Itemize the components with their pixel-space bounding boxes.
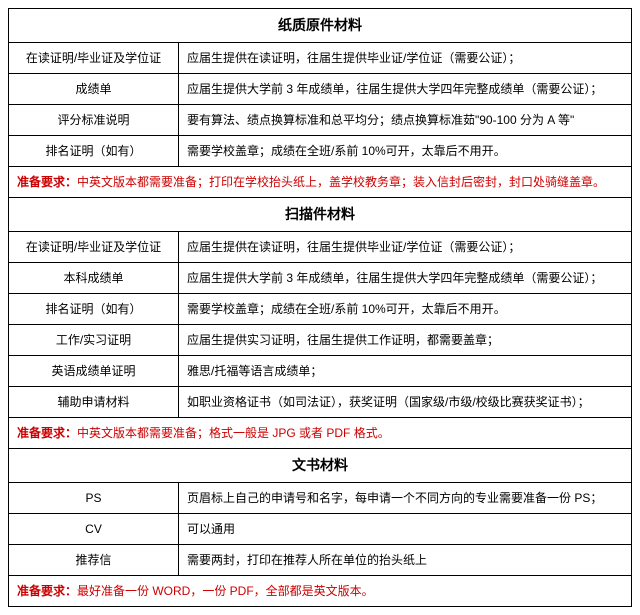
requirement-text: 中英文版本都需要准备；格式一般是 JPG 或者 PDF 格式。 xyxy=(77,426,390,440)
row-label: PS xyxy=(9,483,179,514)
requirement-row: 准备要求：最好准备一份 WORD，一份 PDF，全部都是英文版本。 xyxy=(9,576,632,607)
requirement-row: 准备要求：中英文版本都需要准备；打印在学校抬头纸上，盖学校教务章；装入信封后密封… xyxy=(9,167,632,198)
table-row: CV可以通用 xyxy=(9,514,632,545)
row-description: 应届生提供大学前 3 年成绩单，往届生提供大学四年完整成绩单（需要公证）； xyxy=(179,74,632,105)
row-label: 评分标准说明 xyxy=(9,105,179,136)
table-row: 在读证明/毕业证及学位证应届生提供在读证明，往届生提供毕业证/学位证（需要公证）… xyxy=(9,43,632,74)
section-header: 纸质原件材料 xyxy=(9,9,632,43)
materials-table: 纸质原件材料在读证明/毕业证及学位证应届生提供在读证明，往届生提供毕业证/学位证… xyxy=(8,8,632,607)
row-description: 可以通用 xyxy=(179,514,632,545)
row-description: 应届生提供在读证明，往届生提供毕业证/学位证（需要公证）； xyxy=(179,232,632,263)
table-row: 排名证明（如有）需要学校盖章；成绩在全班/系前 10%可开，太靠后不用开。 xyxy=(9,136,632,167)
requirement-label: 准备要求： xyxy=(17,584,77,598)
row-description: 雅思/托福等语言成绩单； xyxy=(179,356,632,387)
row-description: 需要学校盖章；成绩在全班/系前 10%可开，太靠后不用开。 xyxy=(179,136,632,167)
row-description: 要有算法、绩点换算标准和总平均分；绩点换算标准茹"90-100 分为 A 等" xyxy=(179,105,632,136)
requirement-label: 准备要求： xyxy=(17,426,77,440)
table-row: 本科成绩单应届生提供大学前 3 年成绩单，往届生提供大学四年完整成绩单（需要公证… xyxy=(9,263,632,294)
table-row: 工作/实习证明应届生提供实习证明，往届生提供工作证明，都需要盖章； xyxy=(9,325,632,356)
row-description: 需要学校盖章；成绩在全班/系前 10%可开，太靠后不用开。 xyxy=(179,294,632,325)
row-description: 如职业资格证书（如司法证），获奖证明（国家级/市级/校级比赛获奖证书）； xyxy=(179,387,632,418)
table-row: 排名证明（如有）需要学校盖章；成绩在全班/系前 10%可开，太靠后不用开。 xyxy=(9,294,632,325)
table-row: 评分标准说明要有算法、绩点换算标准和总平均分；绩点换算标准茹"90-100 分为… xyxy=(9,105,632,136)
section-header: 文书材料 xyxy=(9,449,632,483)
requirement-text: 中英文版本都需要准备；打印在学校抬头纸上，盖学校教务章；装入信封后密封，封口处骑… xyxy=(77,175,605,189)
table-row: 推荐信需要两封，打印在推荐人所在单位的抬头纸上 xyxy=(9,545,632,576)
requirement-row: 准备要求：中英文版本都需要准备；格式一般是 JPG 或者 PDF 格式。 xyxy=(9,418,632,449)
row-label: 在读证明/毕业证及学位证 xyxy=(9,232,179,263)
row-label: 在读证明/毕业证及学位证 xyxy=(9,43,179,74)
table-row: 成绩单应届生提供大学前 3 年成绩单，往届生提供大学四年完整成绩单（需要公证）； xyxy=(9,74,632,105)
row-label: 推荐信 xyxy=(9,545,179,576)
row-description: 应届生提供在读证明，往届生提供毕业证/学位证（需要公证）； xyxy=(179,43,632,74)
row-label: 辅助申请材料 xyxy=(9,387,179,418)
row-label: CV xyxy=(9,514,179,545)
table-row: 在读证明/毕业证及学位证应届生提供在读证明，往届生提供毕业证/学位证（需要公证）… xyxy=(9,232,632,263)
row-label: 本科成绩单 xyxy=(9,263,179,294)
table-row: 英语成绩单证明雅思/托福等语言成绩单； xyxy=(9,356,632,387)
row-description: 应届生提供大学前 3 年成绩单，往届生提供大学四年完整成绩单（需要公证）； xyxy=(179,263,632,294)
row-label: 英语成绩单证明 xyxy=(9,356,179,387)
row-description: 应届生提供实习证明，往届生提供工作证明，都需要盖章； xyxy=(179,325,632,356)
requirement-label: 准备要求： xyxy=(17,175,77,189)
row-label: 成绩单 xyxy=(9,74,179,105)
row-label: 排名证明（如有） xyxy=(9,294,179,325)
row-description: 页眉标上自己的申请号和名字，每申请一个不同方向的专业需要准备一份 PS； xyxy=(179,483,632,514)
table-row: PS页眉标上自己的申请号和名字，每申请一个不同方向的专业需要准备一份 PS； xyxy=(9,483,632,514)
row-label: 排名证明（如有） xyxy=(9,136,179,167)
row-description: 需要两封，打印在推荐人所在单位的抬头纸上 xyxy=(179,545,632,576)
section-header: 扫描件材料 xyxy=(9,198,632,232)
requirement-text: 最好准备一份 WORD，一份 PDF，全部都是英文版本。 xyxy=(77,584,374,598)
row-label: 工作/实习证明 xyxy=(9,325,179,356)
table-row: 辅助申请材料如职业资格证书（如司法证），获奖证明（国家级/市级/校级比赛获奖证书… xyxy=(9,387,632,418)
